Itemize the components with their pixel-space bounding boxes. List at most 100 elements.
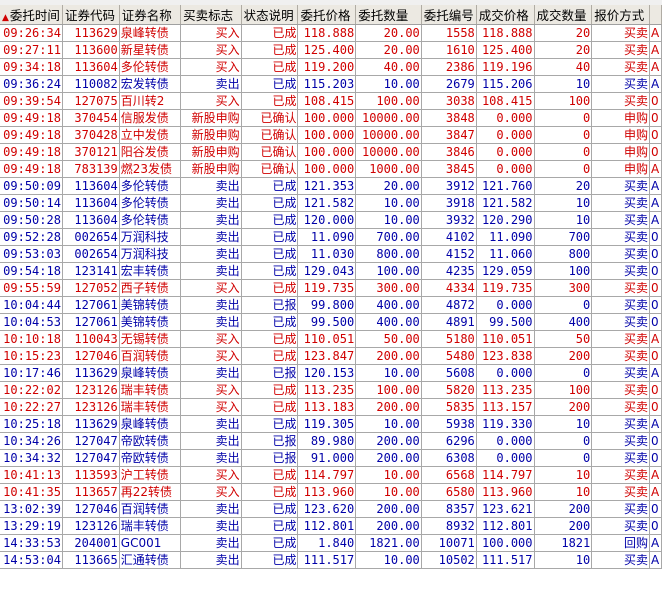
table-row[interactable]: 09:49:18 370121 阳谷发债 新股申购 已确认 100.000 10000.00… bbox=[0, 143, 662, 161]
table-row[interactable]: 10:34:26 127047 帝欧转债 卖出 已报 89.980 200.00 6296 0.… bbox=[0, 432, 662, 450]
cell-status: 已报 bbox=[241, 449, 299, 467]
cell-side: 买入 bbox=[180, 58, 242, 76]
cell-fill-price: 0.000 bbox=[476, 449, 535, 467]
cell-security-code: 127061 bbox=[62, 296, 120, 314]
table-row[interactable]: 10:04:44 127061 美锦转债 卖出 已报 99.800 400.00 4872 0.… bbox=[0, 296, 662, 314]
table-row[interactable]: 09:52:28 002654 万润科技 卖出 已成 11.090 700.00 4102 11… bbox=[0, 228, 662, 246]
cell-order-no: 5820 bbox=[421, 381, 477, 399]
cell-fill-qty: 0 bbox=[534, 160, 593, 178]
table-row[interactable]: 09:55:59 127052 西子转债 买入 已成 119.735 300.00 4334 1… bbox=[0, 279, 662, 297]
cell-fill-qty: 0 bbox=[534, 109, 593, 127]
column-header-status[interactable]: 状态说明 bbox=[241, 5, 299, 25]
column-header-security-name[interactable]: 证券名称 bbox=[119, 5, 182, 25]
cell-fill-price: 110.051 bbox=[476, 330, 535, 348]
cell-order-price: 123.847 bbox=[297, 347, 357, 365]
cell-order-time: 09:50:28 bbox=[0, 211, 63, 229]
column-header-side[interactable]: 买卖标志 bbox=[180, 5, 242, 25]
table-row[interactable]: 09:39:54 127075 百川转2 买入 已成 108.415 100.00 3038 1… bbox=[0, 92, 662, 110]
column-header-order-qty[interactable]: 委托数量 bbox=[355, 5, 422, 25]
column-header-extra[interactable] bbox=[649, 5, 662, 25]
cell-status: 已成 bbox=[241, 517, 299, 535]
cell-order-price: 129.043 bbox=[297, 262, 357, 280]
table-row[interactable]: 09:49:18 370454 信服发债 新股申购 已确认 100.000 10000.00… bbox=[0, 109, 662, 127]
table-row[interactable]: 10:15:23 127046 百润转债 买入 已成 123.847 200.00 5480 1… bbox=[0, 347, 662, 365]
table-row[interactable]: 14:33:53 204001 GC001 卖出 已成 1.840 1821.00 10071… bbox=[0, 534, 662, 552]
column-header-fill-price[interactable]: 成交价格 bbox=[476, 5, 535, 25]
cell-extra: A bbox=[649, 364, 662, 382]
table-row[interactable]: 09:54:18 123141 宏丰转债 卖出 已成 129.043 100.00 4235 1… bbox=[0, 262, 662, 280]
table-row[interactable]: 09:50:28 113604 多伦转债 卖出 已成 120.000 10.00 3932 12… bbox=[0, 211, 662, 229]
table-row[interactable]: 09:36:24 110082 宏发转债 卖出 已成 115.203 10.00 2679 11… bbox=[0, 75, 662, 93]
cell-order-qty: 1821.00 bbox=[355, 534, 422, 552]
cell-order-no: 6580 bbox=[421, 483, 477, 501]
cell-order-price: 119.305 bbox=[297, 415, 357, 433]
cell-status: 已成 bbox=[241, 381, 299, 399]
table-row[interactable]: 09:27:11 113600 新星转债 买入 已成 125.400 20.00 1610 12… bbox=[0, 41, 662, 59]
table-row[interactable]: 09:34:18 113604 多伦转债 买入 已成 119.200 40.00 2386 11… bbox=[0, 58, 662, 76]
table-row[interactable]: 14:53:04 113665 汇通转债 卖出 已成 111.517 10.00 10502 1… bbox=[0, 551, 662, 569]
column-header-security-code[interactable]: 证券代码 bbox=[62, 5, 120, 25]
cell-order-qty: 10.00 bbox=[355, 75, 422, 93]
column-header-order-price[interactable]: 委托价格 bbox=[297, 5, 357, 25]
table-row[interactable]: 10:17:46 113629 泉峰转债 卖出 已报 120.153 10.00 5608 0.… bbox=[0, 364, 662, 382]
table-row[interactable]: 10:22:27 123126 瑞丰转债 买入 已成 113.183 200.00 5835 1… bbox=[0, 398, 662, 416]
cell-extra: 0 bbox=[649, 347, 662, 365]
cell-status: 已报 bbox=[241, 296, 299, 314]
cell-security-code: 127052 bbox=[62, 279, 120, 297]
cell-order-no: 3912 bbox=[421, 177, 477, 195]
cell-fill-price: 11.060 bbox=[476, 245, 535, 263]
column-header-fill-qty[interactable]: 成交数量 bbox=[534, 5, 593, 25]
cell-quote-type: 买卖 bbox=[591, 347, 650, 365]
column-header-quote-type[interactable]: 报价方式 bbox=[591, 5, 650, 25]
cell-fill-qty: 1821 bbox=[534, 534, 593, 552]
cell-order-no: 5180 bbox=[421, 330, 477, 348]
window-top-edge bbox=[0, 0, 662, 5]
cell-side: 买入 bbox=[180, 279, 242, 297]
cell-quote-type: 买卖 bbox=[591, 551, 650, 569]
cell-quote-type: 买卖 bbox=[591, 194, 650, 212]
cell-extra: 0 bbox=[649, 92, 662, 110]
cell-side: 卖出 bbox=[180, 245, 242, 263]
column-header-order-time[interactable]: ▲委托时间 bbox=[0, 5, 63, 25]
cell-status: 已确认 bbox=[241, 143, 299, 161]
table-row[interactable]: 13:02:39 127046 百润转债 卖出 已成 123.620 200.00 8357 1… bbox=[0, 500, 662, 518]
cell-security-name: 百川转2 bbox=[119, 92, 182, 110]
cell-security-code: 002654 bbox=[62, 245, 120, 263]
table-row[interactable]: 10:34:32 127047 帝欧转债 卖出 已报 91.000 200.00 6308 0.… bbox=[0, 449, 662, 467]
table-row[interactable]: 09:53:03 002654 万润科技 卖出 已成 11.030 800.00 4152 11… bbox=[0, 245, 662, 263]
cell-status: 已成 bbox=[241, 75, 299, 93]
column-header-label: 买卖标志 bbox=[183, 8, 234, 23]
cell-security-name: 瑞丰转债 bbox=[119, 398, 182, 416]
cell-order-qty: 40.00 bbox=[355, 58, 422, 76]
table-row[interactable]: 09:50:14 113604 多伦转债 卖出 已成 121.582 10.00 3918 12… bbox=[0, 194, 662, 212]
table-row[interactable]: 10:10:18 110043 无锡转债 买入 已成 110.051 50.00 5180 11… bbox=[0, 330, 662, 348]
cell-order-price: 99.500 bbox=[297, 313, 357, 331]
table-row[interactable]: 09:50:09 113604 多伦转债 卖出 已成 121.353 20.00 3912 12… bbox=[0, 177, 662, 195]
table-row[interactable]: 13:29:19 123126 瑞丰转债 卖出 已成 112.801 200.00 8932 1… bbox=[0, 517, 662, 535]
table-row[interactable]: 10:41:35 113657 再22转债 买入 已成 113.960 10.00 6580 1… bbox=[0, 483, 662, 501]
cell-security-code: 127046 bbox=[62, 500, 120, 518]
table-row[interactable]: 10:25:18 113629 泉峰转债 卖出 已成 119.305 10.00 5938 11… bbox=[0, 415, 662, 433]
sort-up-triangle-icon: ▲ bbox=[2, 13, 9, 23]
cell-order-no: 5835 bbox=[421, 398, 477, 416]
cell-order-qty: 10.00 bbox=[355, 194, 422, 212]
table-row[interactable]: 10:41:13 113593 沪工转债 买入 已成 114.797 10.00 6568 11… bbox=[0, 466, 662, 484]
cell-order-time: 09:50:14 bbox=[0, 194, 63, 212]
cell-order-time: 10:22:27 bbox=[0, 398, 63, 416]
column-header-order-no[interactable]: 委托编号 bbox=[421, 5, 477, 25]
cell-order-time: 09:52:28 bbox=[0, 228, 63, 246]
table-row[interactable]: 09:49:18 783139 燃23发债 新股申购 已确认 100.000 1000.00… bbox=[0, 160, 662, 178]
cell-fill-qty: 0 bbox=[534, 126, 593, 144]
table-row[interactable]: 09:49:18 370428 立中发债 新股申购 已确认 100.000 10000.00… bbox=[0, 126, 662, 144]
cell-fill-price: 111.517 bbox=[476, 551, 535, 569]
cell-order-no: 5480 bbox=[421, 347, 477, 365]
table-row[interactable]: 10:22:02 123126 瑞丰转债 买入 已成 113.235 100.00 5820 1… bbox=[0, 381, 662, 399]
table-row[interactable]: 10:04:53 127061 美锦转债 卖出 已成 99.500 400.00 4891 99… bbox=[0, 313, 662, 331]
cell-security-name: 多伦转债 bbox=[119, 58, 182, 76]
cell-order-no: 3038 bbox=[421, 92, 477, 110]
table-row[interactable]: 09:26:34 113629 泉峰转债 买入 已成 118.888 20.00 1558 11… bbox=[0, 24, 662, 42]
cell-order-time: 13:29:19 bbox=[0, 517, 63, 535]
cell-fill-qty: 100 bbox=[534, 92, 593, 110]
cell-quote-type: 申购 bbox=[591, 109, 650, 127]
cell-security-code: 123126 bbox=[62, 398, 120, 416]
